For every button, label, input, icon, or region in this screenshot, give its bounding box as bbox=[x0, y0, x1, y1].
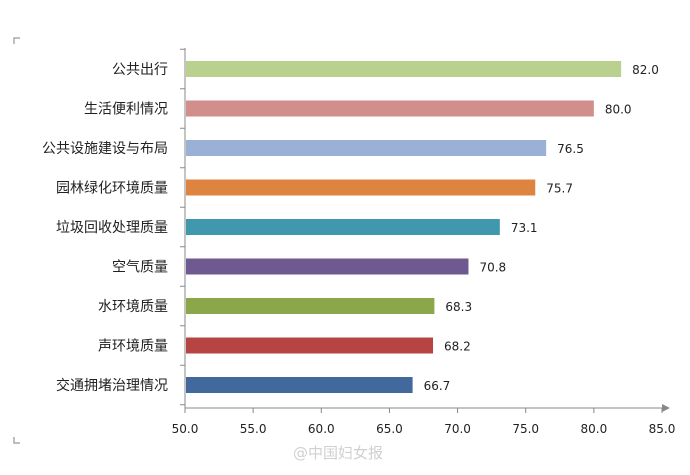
data-label: 73.1 bbox=[511, 221, 538, 235]
category-label: 园林绿化环境质量 bbox=[56, 181, 168, 197]
category-label: 水环境质量 bbox=[98, 299, 168, 315]
bar bbox=[186, 61, 622, 77]
category-label: 声环境质量 bbox=[98, 339, 168, 355]
data-label: 70.8 bbox=[479, 261, 506, 275]
data-label: 68.3 bbox=[445, 300, 472, 314]
bar bbox=[186, 100, 594, 117]
data-label: 76.5 bbox=[557, 142, 584, 156]
x-tick-label: 55.0 bbox=[240, 422, 267, 436]
x-tick-label: 75.0 bbox=[512, 422, 539, 436]
data-label: 68.2 bbox=[444, 340, 471, 354]
category-label: 垃圾回收处理质量 bbox=[56, 220, 168, 236]
bar bbox=[186, 140, 547, 156]
corner-mark-bottom-left bbox=[13, 437, 20, 444]
data-label: 80.0 bbox=[605, 103, 632, 117]
bar bbox=[186, 377, 413, 393]
bar bbox=[186, 219, 500, 235]
category-label: 生活便利情况 bbox=[84, 102, 168, 118]
category-label: 公共设施建设与布局 bbox=[42, 141, 168, 157]
bar bbox=[186, 298, 435, 314]
category-label: 空气质量 bbox=[112, 260, 168, 276]
data-label: 75.7 bbox=[546, 182, 573, 196]
watermark-text: @中国妇女报 bbox=[293, 444, 383, 462]
bar bbox=[186, 337, 434, 354]
bar bbox=[186, 258, 469, 275]
x-tick-label: 60.0 bbox=[308, 422, 335, 436]
category-label: 公共出行 bbox=[112, 62, 168, 78]
x-tick-label: 65.0 bbox=[376, 422, 403, 436]
plot-area: 50.0 55.0 60.0 65.0 70.0 75.0 80.0 85.0 公共出行 82.0… bbox=[42, 48, 675, 436]
x-tick-label: 80.0 bbox=[580, 422, 607, 436]
x-tick-label: 70.0 bbox=[444, 422, 471, 436]
category-label: 交通拥堵治理情况 bbox=[56, 377, 168, 394]
corner-mark-top-left bbox=[13, 37, 20, 44]
x-axis-arrow-icon bbox=[662, 404, 670, 412]
data-label: 66.7 bbox=[424, 379, 451, 393]
bar bbox=[186, 179, 536, 196]
data-label: 82.0 bbox=[632, 63, 659, 77]
x-tick-label: 85.0 bbox=[649, 422, 676, 436]
x-tick-label: 50.0 bbox=[172, 422, 199, 436]
